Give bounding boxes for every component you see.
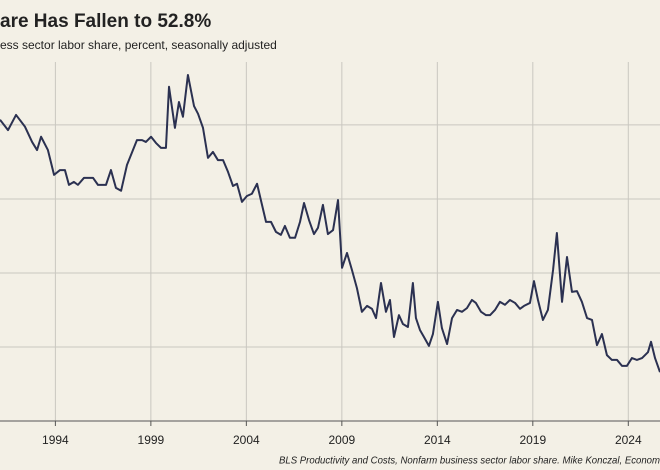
x-tick-label: 1994 <box>42 433 69 447</box>
x-tick-label: 1999 <box>138 433 165 447</box>
data-line <box>0 73 660 373</box>
x-tick-label: 2014 <box>424 433 451 447</box>
x-tick-label: 2009 <box>328 433 355 447</box>
chart-subtitle: ess sector labor share, percent, seasona… <box>0 38 277 52</box>
x-tick-label: 2024 <box>615 433 642 447</box>
source-note: BLS Productivity and Costs, Nonfarm busi… <box>279 456 660 467</box>
x-tick-label: 2004 <box>233 433 260 447</box>
chart-title: are Has Fallen to 52.8% <box>0 11 211 32</box>
x-tick-label: 2019 <box>519 433 546 447</box>
